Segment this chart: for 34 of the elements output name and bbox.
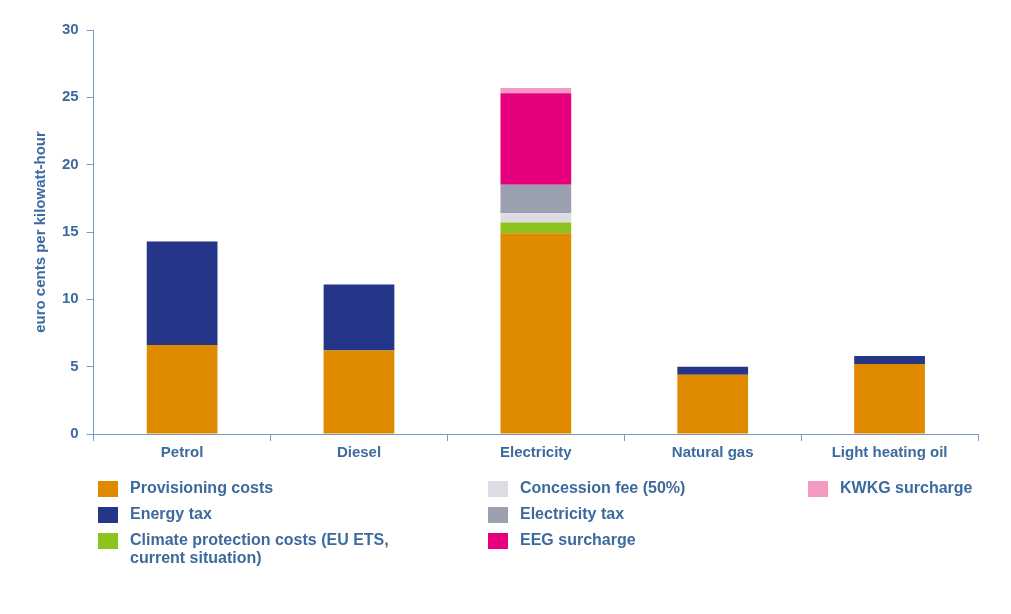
- y-tick-label: 30: [62, 20, 79, 38]
- bar: [500, 222, 572, 234]
- bar: [323, 350, 395, 434]
- bar: [677, 366, 749, 375]
- x-tick-label: Diesel: [336, 443, 382, 461]
- y-axis-title: euro cents per kilowatt-hour: [31, 130, 49, 333]
- bar: [500, 184, 572, 214]
- y-tick-label: 20: [62, 154, 79, 172]
- legend-label: Provisioning costs: [130, 479, 274, 497]
- y-tick-label: 25: [62, 87, 79, 105]
- legend-label: EEG surcharge: [520, 531, 636, 549]
- x-tick-label: Petrol: [160, 443, 204, 461]
- bar: [500, 93, 572, 185]
- bar: [500, 87, 572, 94]
- x-tick-label: Electricity: [499, 443, 573, 461]
- bar: [146, 345, 218, 434]
- bar: [146, 241, 218, 346]
- legend-label: Concession fee (50%): [520, 479, 686, 497]
- bar: [854, 363, 925, 434]
- y-tick-label: 5: [70, 356, 79, 374]
- legend-label: Climate protection costs (EU ETS, current situation): [130, 531, 390, 567]
- y-tick-label: 0: [70, 424, 79, 442]
- bar: [500, 213, 572, 223]
- bar: [854, 355, 925, 364]
- x-tick-label: Light heating oil: [831, 443, 948, 461]
- legend-label: Electricity tax: [520, 505, 625, 523]
- legend-label: Energy tax: [130, 505, 212, 523]
- bar: [677, 374, 749, 434]
- x-tick-label: Natural gas: [671, 443, 754, 461]
- bar: [500, 233, 572, 434]
- y-tick-label: 15: [62, 222, 79, 240]
- bar: [323, 284, 395, 351]
- y-tick-label: 10: [62, 289, 79, 307]
- legend-label: KWKG surcharge: [840, 479, 973, 497]
